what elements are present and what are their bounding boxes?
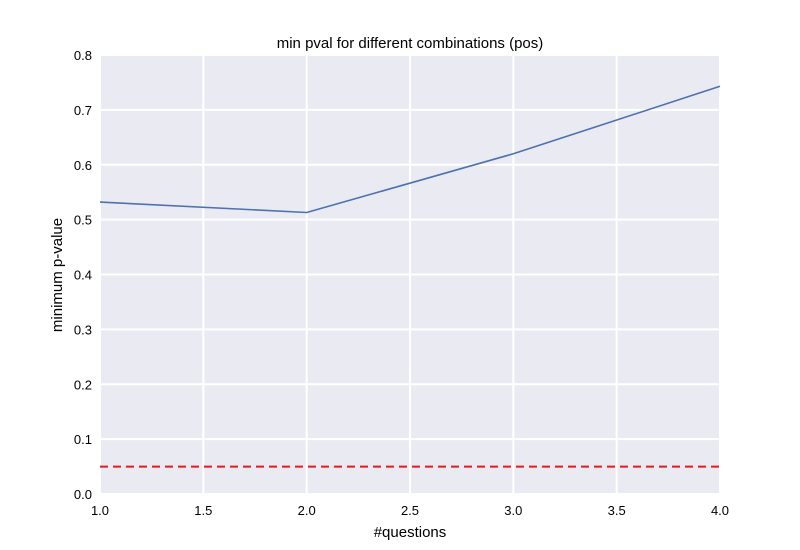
y-axis-title: minimum p-value	[49, 218, 66, 332]
y-tick-label: 0.8	[74, 48, 92, 63]
x-tick-label: 1.5	[194, 503, 212, 518]
x-tick-labels: 1.0 1.5 2.0 2.5 3.0 3.5 4.0	[91, 503, 729, 518]
x-axis-title: #questions	[374, 524, 447, 541]
y-tick-label: 0.7	[74, 103, 92, 118]
y-tick-label: 0.2	[74, 377, 92, 392]
y-tick-label: 0.0	[74, 487, 92, 502]
y-tick-label: 0.4	[74, 268, 92, 283]
chart-title: min pval for different combinations (pos…	[277, 35, 544, 52]
x-tick-label: 2.0	[298, 503, 316, 518]
series-lines	[99, 85, 721, 214]
y-tick-label: 0.1	[74, 432, 92, 447]
y-tick-label: 0.6	[74, 158, 92, 173]
y-tick-label: 0.3	[74, 322, 92, 337]
x-tick-label: 3.5	[608, 503, 626, 518]
y-tick-labels: 0.0 0.1 0.2 0.3 0.4 0.5 0.6 0.7 0.8	[74, 48, 92, 502]
grid-lines	[99, 54, 721, 495]
x-tick-label: 4.0	[711, 503, 729, 518]
x-tick-label: 3.0	[504, 503, 522, 518]
x-tick-label: 2.5	[401, 503, 419, 518]
series-line	[99, 85, 721, 214]
y-tick-label: 0.5	[74, 213, 92, 228]
x-tick-label: 1.0	[91, 503, 109, 518]
